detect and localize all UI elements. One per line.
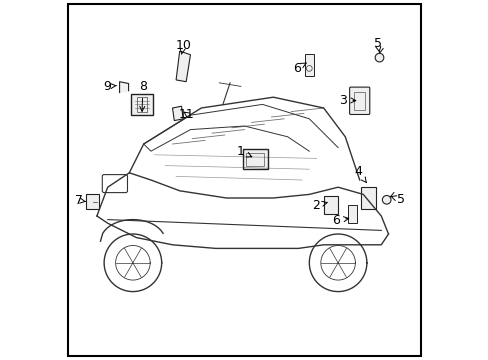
Circle shape [374,53,383,62]
Text: 6: 6 [292,62,305,75]
Bar [347,205,356,223]
Text: 10: 10 [175,39,191,54]
Bar [354,92,365,110]
Bar [361,187,375,209]
Polygon shape [176,51,190,82]
Bar [86,194,99,209]
Bar [305,54,313,76]
Text: 4: 4 [353,165,366,183]
Text: 1: 1 [237,145,251,158]
Bar [242,149,267,169]
Bar [323,196,337,214]
Circle shape [382,195,390,204]
Text: 7: 7 [75,194,85,207]
Polygon shape [172,106,183,121]
Text: 8: 8 [139,80,147,111]
Bar [246,153,264,166]
FancyBboxPatch shape [349,87,369,114]
Text: 5: 5 [390,193,404,206]
Text: 3: 3 [339,94,355,107]
Bar [136,97,147,112]
Text: 9: 9 [103,80,116,93]
Text: 11: 11 [179,108,194,121]
Text: 6: 6 [332,214,348,227]
Bar [131,94,152,115]
Text: 2: 2 [312,199,326,212]
Polygon shape [120,82,128,93]
Text: 5: 5 [373,37,381,53]
